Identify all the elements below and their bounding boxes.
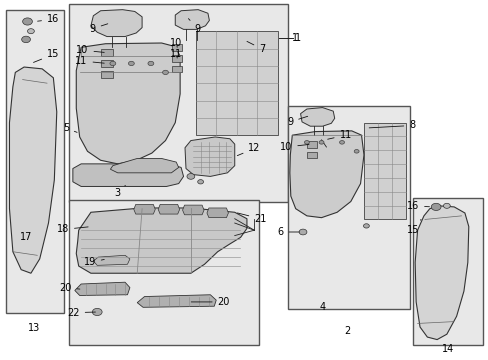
Circle shape	[128, 61, 134, 66]
Text: 3: 3	[114, 185, 125, 198]
Text: 17: 17	[20, 232, 33, 242]
Polygon shape	[9, 67, 57, 273]
Bar	[101, 60, 113, 67]
Polygon shape	[91, 10, 142, 37]
Text: 1: 1	[292, 33, 298, 43]
Text: 14: 14	[441, 343, 453, 354]
Polygon shape	[300, 108, 334, 126]
Text: 1: 1	[294, 33, 300, 43]
Polygon shape	[75, 282, 130, 296]
Text: 15: 15	[406, 220, 420, 235]
Text: 4: 4	[319, 302, 325, 312]
Circle shape	[186, 174, 194, 179]
Text: 15: 15	[34, 49, 59, 62]
Text: 19: 19	[83, 257, 104, 267]
Text: 16: 16	[38, 14, 59, 24]
Bar	[288, 107, 409, 309]
Circle shape	[21, 36, 30, 42]
Bar	[306, 152, 316, 158]
Circle shape	[304, 140, 309, 144]
Polygon shape	[414, 206, 468, 339]
Text: 13: 13	[28, 323, 40, 333]
Polygon shape	[76, 43, 180, 164]
Circle shape	[197, 180, 203, 184]
Text: 2: 2	[343, 325, 349, 336]
Text: 18: 18	[57, 225, 88, 234]
Text: 21: 21	[237, 213, 266, 224]
Circle shape	[319, 140, 324, 144]
Text: 12: 12	[237, 143, 260, 156]
Polygon shape	[110, 158, 178, 173]
Text: 20: 20	[59, 283, 80, 293]
Circle shape	[22, 18, 32, 25]
Polygon shape	[206, 208, 228, 218]
Circle shape	[148, 61, 154, 66]
Bar	[101, 49, 113, 56]
Text: 5: 5	[62, 123, 77, 133]
Circle shape	[443, 203, 449, 208]
Bar	[412, 198, 483, 345]
Text: 9: 9	[286, 116, 307, 127]
Polygon shape	[73, 164, 183, 186]
Bar	[172, 44, 182, 51]
Circle shape	[92, 309, 102, 316]
Polygon shape	[158, 204, 179, 214]
Text: 10: 10	[76, 45, 104, 55]
Text: 8: 8	[368, 121, 415, 130]
Text: 9: 9	[188, 19, 201, 34]
Bar	[69, 4, 288, 202]
Text: 11: 11	[75, 56, 104, 66]
Polygon shape	[182, 205, 203, 215]
Text: 9: 9	[89, 24, 107, 34]
Polygon shape	[175, 10, 209, 30]
Text: 11: 11	[170, 49, 182, 59]
Circle shape	[339, 140, 344, 144]
Bar	[172, 66, 182, 72]
Bar	[306, 141, 316, 148]
Text: 16: 16	[406, 201, 428, 211]
Circle shape	[353, 149, 358, 153]
Polygon shape	[137, 295, 216, 307]
Bar	[101, 71, 113, 78]
Text: 7: 7	[246, 41, 265, 54]
Circle shape	[363, 224, 368, 228]
Polygon shape	[76, 208, 246, 273]
Bar	[5, 10, 64, 313]
Text: 11: 11	[327, 130, 351, 140]
Text: 22: 22	[67, 308, 95, 318]
Circle shape	[430, 203, 440, 211]
Text: 10: 10	[280, 142, 308, 152]
Circle shape	[27, 29, 34, 34]
Polygon shape	[289, 131, 363, 218]
Circle shape	[299, 229, 306, 235]
Text: 6: 6	[277, 227, 299, 237]
Circle shape	[110, 61, 116, 66]
Polygon shape	[134, 204, 155, 214]
Polygon shape	[93, 255, 130, 265]
Circle shape	[162, 70, 168, 75]
Bar	[363, 123, 406, 220]
Bar	[172, 55, 182, 62]
Text: 10: 10	[170, 38, 182, 48]
Polygon shape	[184, 137, 234, 176]
Bar	[69, 200, 259, 345]
Bar	[195, 31, 277, 135]
Text: 20: 20	[191, 297, 229, 307]
